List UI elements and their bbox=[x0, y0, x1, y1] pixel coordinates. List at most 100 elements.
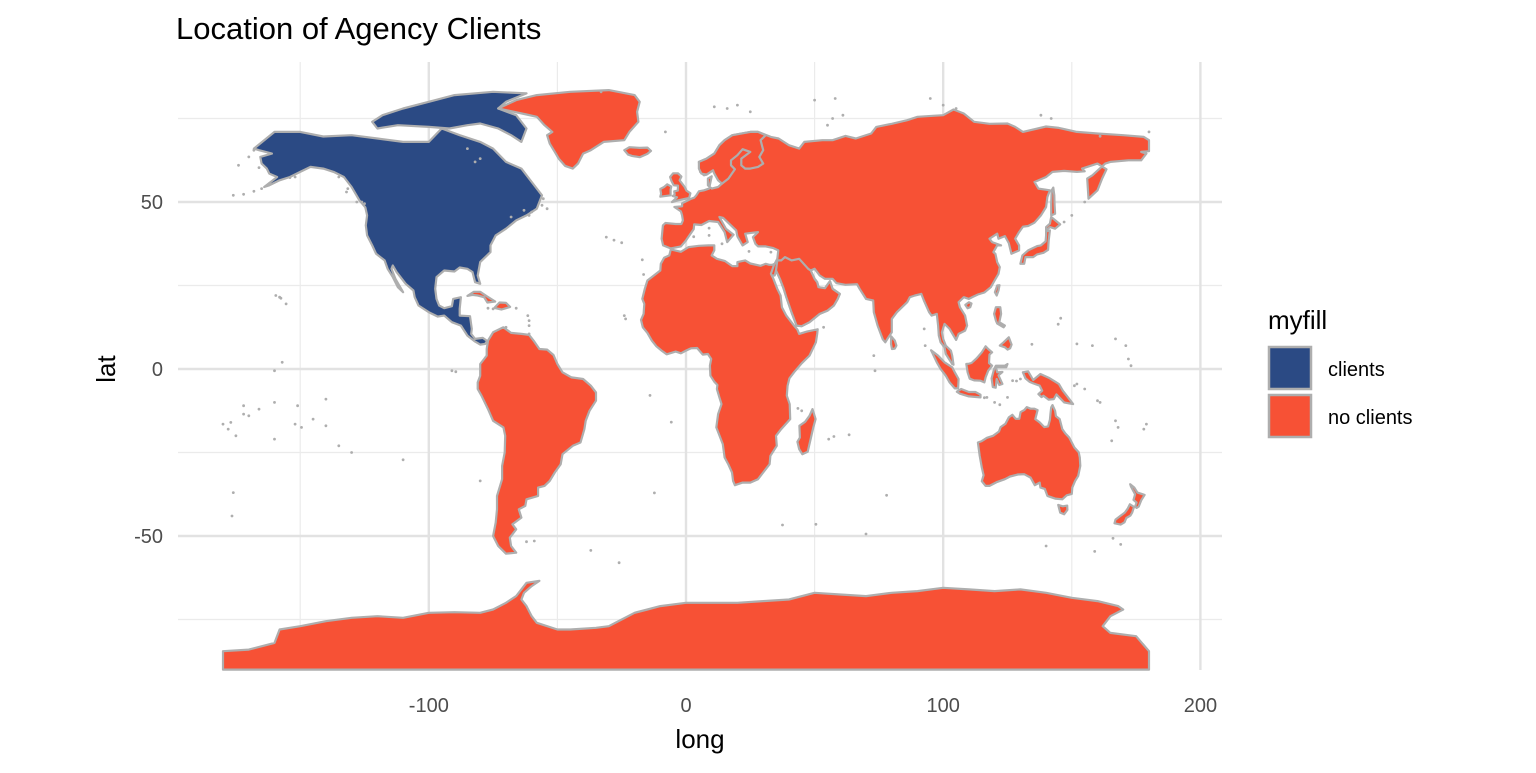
region-mindanao bbox=[998, 336, 1013, 351]
region-new-zealand-north bbox=[1129, 483, 1146, 509]
island-dot bbox=[612, 238, 616, 242]
region-hispaniola bbox=[493, 301, 512, 311]
island-dot bbox=[983, 396, 986, 400]
island-dot bbox=[274, 294, 278, 297]
island-dot bbox=[509, 215, 513, 219]
island-dot bbox=[747, 250, 751, 253]
island-dot bbox=[355, 200, 359, 204]
island-dot bbox=[242, 412, 246, 416]
region-tasmania bbox=[1057, 503, 1069, 516]
island-dot bbox=[401, 458, 405, 462]
island-dot bbox=[736, 103, 739, 107]
island-dot bbox=[540, 203, 544, 207]
island-dot bbox=[1006, 396, 1009, 399]
island-dot bbox=[640, 258, 644, 262]
island-dot bbox=[998, 403, 1002, 407]
island-dot bbox=[486, 306, 490, 310]
island-dot bbox=[221, 422, 225, 426]
island-dot bbox=[604, 235, 608, 239]
island-dot bbox=[522, 208, 526, 212]
island-dot bbox=[622, 314, 626, 317]
island-dot bbox=[532, 539, 536, 543]
island-dot bbox=[466, 147, 469, 151]
island-dot bbox=[1083, 200, 1087, 204]
region-hokkaido bbox=[1045, 215, 1062, 232]
island-dot bbox=[1145, 422, 1148, 426]
region-taiwan bbox=[993, 284, 1001, 297]
island-dot bbox=[599, 90, 603, 94]
island-dot bbox=[293, 422, 297, 426]
island-dot bbox=[707, 226, 711, 230]
island-dot bbox=[478, 479, 482, 483]
island-dot bbox=[311, 417, 315, 421]
island-dot bbox=[1114, 337, 1117, 341]
island-dot bbox=[230, 514, 234, 518]
island-dot bbox=[527, 319, 531, 322]
island-dot bbox=[1062, 220, 1066, 224]
region-japan bbox=[1019, 229, 1051, 265]
island-dot bbox=[827, 437, 831, 441]
chart-title: Location of Agency Clients bbox=[176, 11, 541, 46]
region-australia bbox=[976, 404, 1082, 501]
y-tick-label: 0 bbox=[152, 359, 163, 381]
island-dot bbox=[280, 360, 284, 364]
island-dot bbox=[363, 202, 366, 206]
island-dot bbox=[1015, 379, 1018, 383]
x-axis-label: long bbox=[675, 724, 724, 754]
island-dot bbox=[712, 105, 716, 109]
island-dot bbox=[273, 437, 276, 441]
island-dot bbox=[1119, 543, 1123, 546]
island-dot bbox=[1019, 377, 1022, 381]
island-dot bbox=[491, 307, 495, 311]
island-dot bbox=[617, 561, 621, 565]
island-dot bbox=[748, 110, 752, 114]
island-dot bbox=[1147, 130, 1151, 134]
island-dot bbox=[923, 344, 927, 347]
y-tick-label: 50 bbox=[141, 192, 163, 214]
island-dot bbox=[527, 324, 531, 327]
region-africa bbox=[639, 244, 819, 487]
legend-key-no-clients bbox=[1267, 393, 1313, 439]
region-cuba bbox=[466, 290, 497, 304]
island-dot bbox=[1075, 382, 1079, 386]
island-dot bbox=[885, 493, 888, 497]
island-dot bbox=[545, 207, 549, 211]
island-dot bbox=[954, 107, 958, 110]
island-dot bbox=[360, 200, 364, 204]
island-dot bbox=[985, 396, 989, 399]
island-dot bbox=[226, 427, 230, 431]
island-dot bbox=[293, 175, 297, 179]
map-islands bbox=[221, 90, 1151, 565]
x-tick-label: 200 bbox=[1184, 695, 1217, 717]
region-north-america bbox=[252, 127, 544, 346]
region-hainan bbox=[964, 301, 973, 310]
region-arabian-peninsula bbox=[774, 256, 841, 328]
region-java bbox=[955, 387, 982, 399]
island-dot bbox=[1124, 344, 1128, 347]
island-dot bbox=[873, 369, 877, 373]
legend-key-clients bbox=[1267, 345, 1313, 391]
island-dot bbox=[653, 491, 656, 495]
island-dot bbox=[345, 190, 348, 194]
region-sulawesi bbox=[990, 362, 1009, 389]
island-dot bbox=[1059, 316, 1063, 320]
island-dot bbox=[1098, 401, 1102, 404]
island-dot bbox=[800, 409, 804, 413]
island-dot bbox=[1093, 550, 1097, 553]
island-dot bbox=[832, 435, 836, 438]
legend: myfill clients no clients bbox=[1267, 305, 1413, 439]
island-dot bbox=[267, 182, 271, 186]
island-dot bbox=[1129, 364, 1133, 368]
island-dot bbox=[1044, 544, 1048, 548]
island-dot bbox=[872, 354, 876, 357]
island-dot bbox=[278, 295, 281, 299]
island-dot bbox=[1073, 384, 1076, 388]
island-dot bbox=[928, 97, 932, 100]
y-axis-label: lat bbox=[91, 354, 121, 382]
island-dot bbox=[242, 192, 246, 196]
island-dot bbox=[669, 420, 673, 424]
island-dot bbox=[324, 424, 328, 428]
axis-tick-labels: -100 0 100 200 -50 0 50 bbox=[134, 192, 1217, 717]
island-dot bbox=[247, 155, 251, 159]
island-dot bbox=[541, 197, 545, 201]
